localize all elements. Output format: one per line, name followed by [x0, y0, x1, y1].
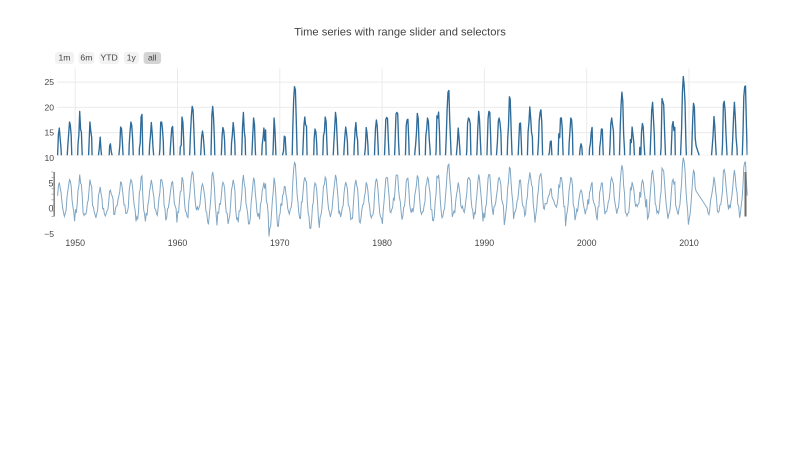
svg-text:1990: 1990 — [475, 238, 495, 248]
svg-text:1980: 1980 — [372, 238, 392, 248]
svg-text:5: 5 — [48, 178, 53, 188]
svg-text:1960: 1960 — [168, 238, 188, 248]
svg-text:YTD: YTD — [101, 53, 118, 63]
svg-text:1m: 1m — [59, 53, 71, 63]
svg-text:1970: 1970 — [270, 238, 290, 248]
svg-text:Time series with range slider: Time series with range slider and select… — [294, 27, 506, 39]
svg-text:1950: 1950 — [65, 238, 85, 248]
svg-text:1y: 1y — [127, 53, 137, 63]
svg-text:−5: −5 — [44, 229, 54, 239]
svg-text:all: all — [148, 53, 157, 63]
svg-text:6m: 6m — [80, 53, 92, 63]
svg-text:0: 0 — [48, 204, 53, 214]
svg-text:2010: 2010 — [679, 238, 699, 248]
svg-text:10: 10 — [44, 153, 54, 163]
svg-text:2000: 2000 — [577, 238, 597, 248]
svg-text:20: 20 — [44, 103, 54, 113]
svg-text:15: 15 — [44, 128, 54, 138]
svg-text:25: 25 — [44, 77, 54, 87]
